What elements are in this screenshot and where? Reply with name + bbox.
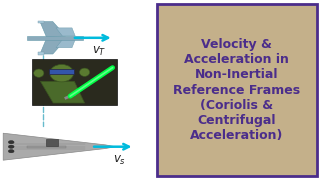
Polygon shape bbox=[56, 28, 75, 36]
Bar bbox=[32, 59, 117, 105]
Polygon shape bbox=[40, 39, 66, 54]
Polygon shape bbox=[40, 22, 66, 37]
Polygon shape bbox=[80, 37, 96, 39]
Ellipse shape bbox=[34, 69, 44, 77]
Text: $v_s$: $v_s$ bbox=[114, 154, 126, 167]
Bar bbox=[38, 52, 44, 55]
Bar bbox=[157, 4, 317, 176]
Ellipse shape bbox=[8, 150, 14, 153]
Polygon shape bbox=[41, 81, 84, 103]
Polygon shape bbox=[3, 133, 115, 160]
Ellipse shape bbox=[79, 68, 90, 76]
Bar bbox=[38, 21, 44, 23]
Bar bbox=[27, 36, 83, 40]
Ellipse shape bbox=[8, 141, 14, 144]
Text: Velocity &
Acceleration in
Non-Inertial
Reference Frames
(Coriolis &
Centrifugal: Velocity & Acceleration in Non-Inertial … bbox=[173, 38, 300, 142]
Bar bbox=[27, 146, 66, 148]
Ellipse shape bbox=[50, 64, 74, 82]
Bar bbox=[49, 69, 75, 74]
Text: $v_T$: $v_T$ bbox=[92, 45, 107, 58]
Bar bbox=[0, 0, 157, 180]
Bar bbox=[46, 139, 58, 146]
Ellipse shape bbox=[8, 145, 14, 148]
Polygon shape bbox=[56, 40, 75, 48]
